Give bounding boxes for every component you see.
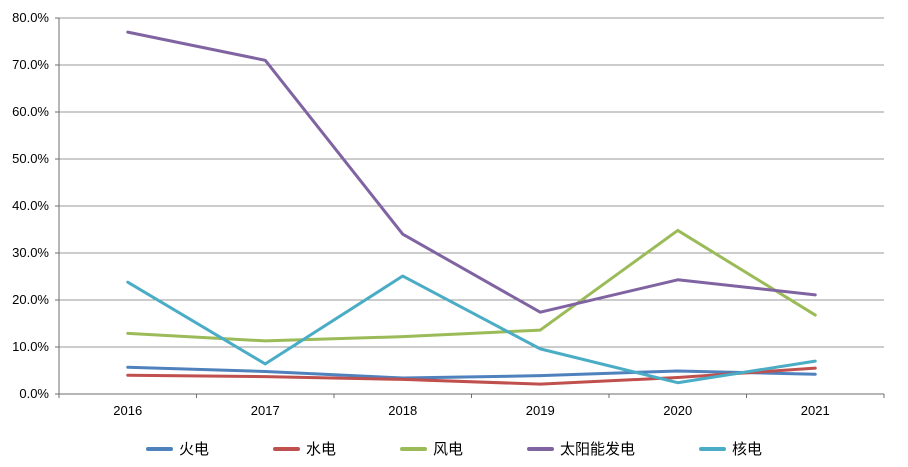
x-axis-label: 2018 xyxy=(388,403,418,418)
y-axis-label: 60.0% xyxy=(12,104,49,119)
y-axis-label: 20.0% xyxy=(12,292,49,307)
series-line-solar xyxy=(126,30,817,314)
x-axis-label: 2016 xyxy=(113,403,143,418)
y-axis-label: 70.0% xyxy=(12,57,49,72)
legend-line-marker-nuclear xyxy=(699,446,727,451)
legend-label-hydro: 水电 xyxy=(305,441,336,458)
y-axis-label: 50.0% xyxy=(12,151,49,166)
legend-item-solar: 太阳能发电 xyxy=(527,438,635,459)
legend-label-thermal: 火电 xyxy=(178,441,209,458)
legend-line-marker-wind xyxy=(399,446,427,451)
legend-line-marker-hydro xyxy=(272,446,300,451)
y-axis-label: 30.0% xyxy=(12,245,49,260)
legend-label-wind: 风电 xyxy=(432,441,463,458)
x-axis-label: 2020 xyxy=(663,403,693,418)
legend-item-wind: 风电 xyxy=(399,438,463,459)
series-line-wind xyxy=(126,228,817,343)
y-axis-label: 10.0% xyxy=(12,339,49,354)
series-line-thermal xyxy=(126,365,817,380)
x-axis-label: 2021 xyxy=(800,403,830,418)
legend-line-marker-thermal xyxy=(145,446,173,451)
legend-label-nuclear: 核电 xyxy=(732,441,763,458)
x-axis-label: 2017 xyxy=(250,403,280,418)
series-line-hydro xyxy=(126,366,817,386)
x-axis-label: 2019 xyxy=(525,403,555,418)
legend-item-thermal: 火电 xyxy=(145,438,209,459)
legend-item-hydro: 水电 xyxy=(272,438,336,459)
y-axis-label: 40.0% xyxy=(12,198,49,213)
legend-label-solar: 太阳能发电 xyxy=(560,441,636,458)
y-axis-label: 0.0% xyxy=(19,386,49,401)
y-axis-label: 80.0% xyxy=(12,10,49,25)
legend-line-marker-solar xyxy=(527,446,554,451)
chart-legend: 火电 水电 风电 太阳能发电 核电 xyxy=(0,438,908,459)
legend-item-nuclear: 核电 xyxy=(699,438,762,459)
series-line-nuclear xyxy=(126,274,817,385)
